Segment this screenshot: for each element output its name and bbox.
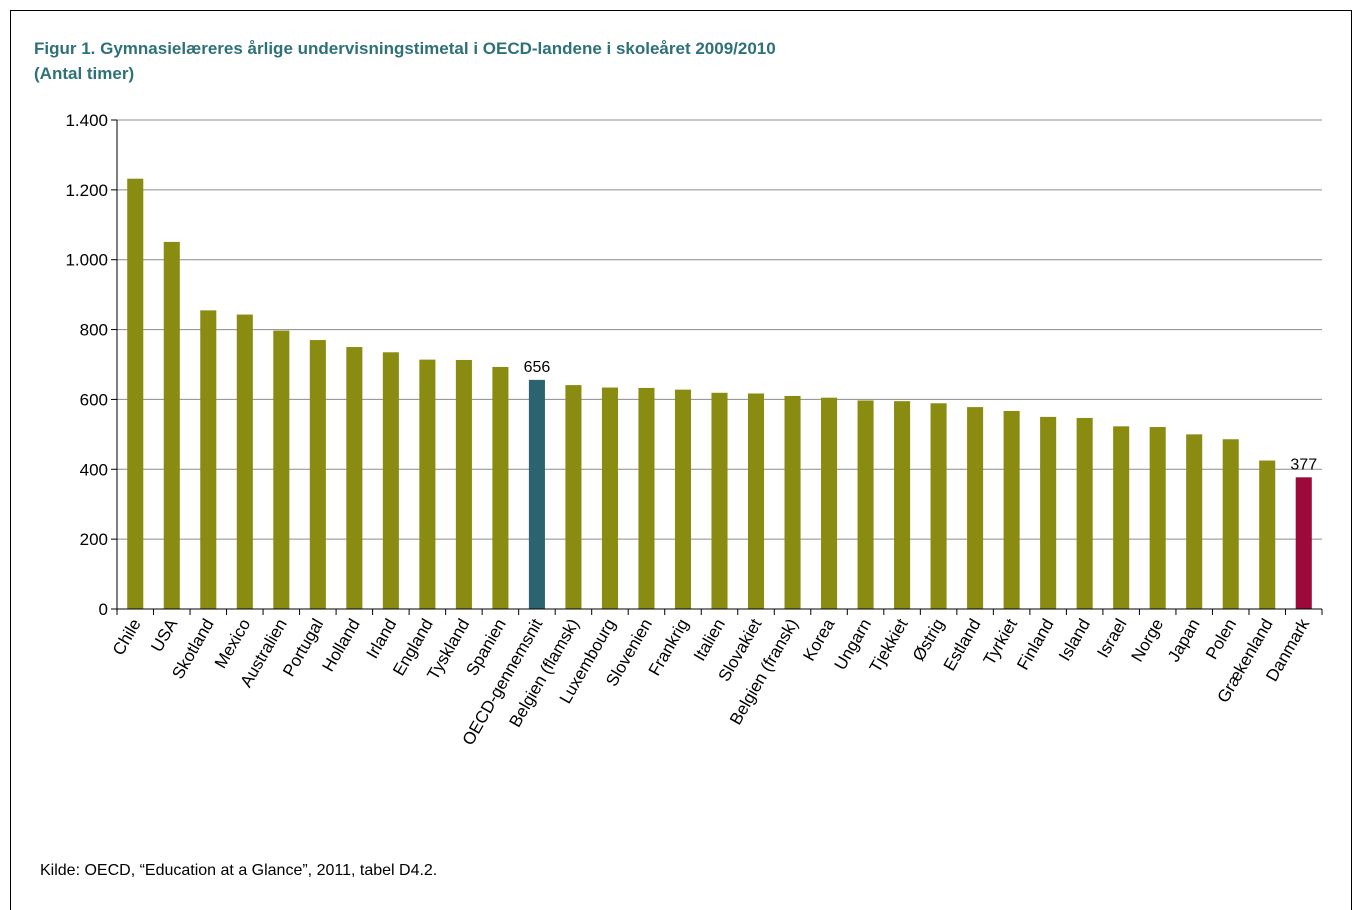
bar [894, 401, 911, 609]
bar [565, 385, 582, 609]
bar [674, 389, 692, 609]
bar [930, 403, 947, 609]
y-tick-label: 0 [99, 600, 108, 619]
bar [1003, 410, 1020, 609]
bar [711, 392, 728, 609]
x-tick-label: Japan [1164, 616, 1204, 666]
bar [127, 178, 144, 609]
y-tick-label: 200 [80, 530, 108, 549]
x-tick-label: Østrig [909, 616, 948, 665]
x-tick-label: USA [147, 615, 181, 655]
figure-frame [10, 10, 1352, 910]
bar [163, 241, 180, 610]
bar [382, 352, 399, 609]
x-tick-label: Israel [1093, 616, 1130, 662]
data-label: 377 [1290, 456, 1317, 473]
bar [967, 407, 984, 609]
bar [747, 393, 765, 609]
x-tick-label: Korea [799, 615, 838, 664]
bar [236, 314, 253, 609]
bar [273, 330, 290, 609]
bar [1222, 439, 1239, 609]
bar [1259, 460, 1276, 609]
y-tick-label: 400 [80, 460, 108, 479]
bar [1113, 426, 1130, 609]
bar [419, 359, 436, 609]
bar [492, 366, 509, 609]
chart-title-line-2: (Antal timer) [34, 64, 135, 83]
bar [1295, 477, 1312, 609]
chart-title: Figur 1. Gymnasielæreres årlige undervis… [34, 36, 776, 86]
y-tick-label: 600 [80, 390, 108, 409]
bar [784, 395, 801, 609]
y-tick-label: 1.400 [65, 111, 108, 130]
bar [309, 340, 326, 609]
bar [638, 387, 655, 609]
y-tick-label: 1.000 [65, 251, 108, 270]
x-tick-label: Italien [690, 616, 729, 665]
x-tick-label: Chile [109, 616, 145, 659]
bar [1149, 427, 1166, 609]
y-tick-label: 800 [80, 321, 108, 340]
y-tick-label: 1.200 [65, 181, 108, 200]
chart-title-line-1: Figur 1. Gymnasielæreres årlige undervis… [34, 39, 776, 58]
bar [1186, 434, 1203, 609]
x-tick-label: Polen [1202, 616, 1240, 663]
x-tick-label: Island [1055, 616, 1094, 665]
bar [601, 387, 618, 609]
bar [857, 400, 874, 609]
x-tick-label: Irland [363, 616, 401, 662]
bar [1076, 417, 1093, 609]
source-note: Kilde: OECD, “Education at a Glance”, 20… [40, 862, 438, 879]
bar [455, 359, 472, 609]
bar [200, 310, 217, 609]
x-tick-label: Norge [1128, 616, 1168, 666]
x-tick-label: Finland [1013, 616, 1057, 674]
bar [528, 379, 545, 609]
data-label: 656 [524, 359, 551, 376]
bar [346, 347, 363, 609]
bar [821, 397, 838, 609]
bar [1040, 416, 1057, 609]
